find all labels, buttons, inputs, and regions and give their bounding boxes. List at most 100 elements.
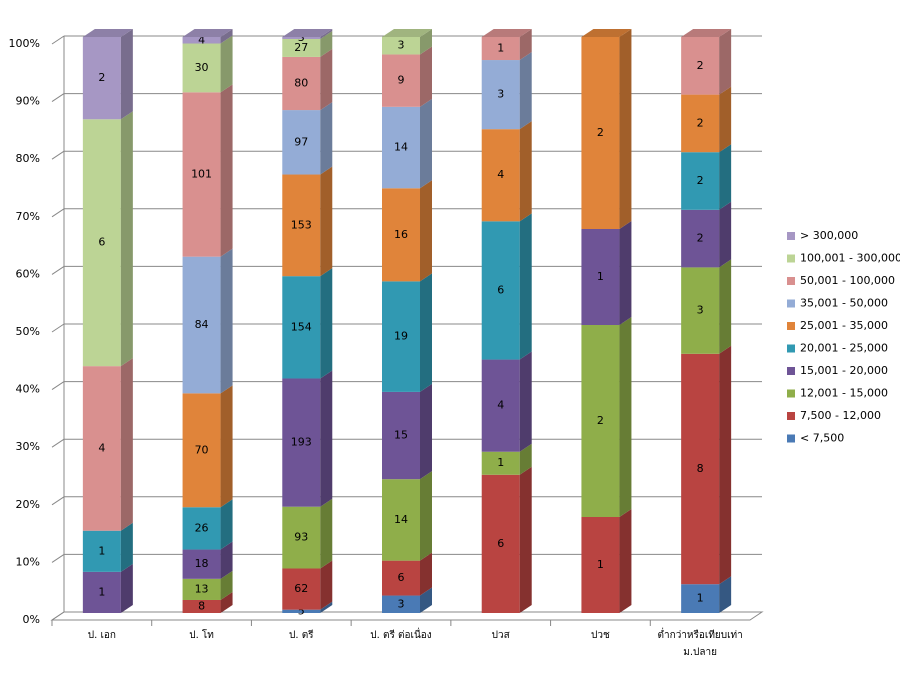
data-label: 193 xyxy=(291,436,312,449)
bar-segment xyxy=(82,530,121,572)
data-label: 2 xyxy=(597,414,604,427)
legend-label: > 300,000 xyxy=(800,229,858,242)
bar-side xyxy=(220,84,233,257)
bar-side xyxy=(320,166,333,277)
bar-side xyxy=(719,259,732,354)
data-label: 62 xyxy=(294,582,308,595)
bar-segment xyxy=(82,119,121,367)
bar-segment xyxy=(481,37,520,61)
y-tick-label: 50% xyxy=(16,325,40,338)
legend-swatch xyxy=(787,344,795,353)
bar-segment xyxy=(681,94,720,153)
bar-side xyxy=(420,46,432,107)
bar-segment xyxy=(282,609,321,613)
bar-segment xyxy=(382,281,420,392)
data-label: 9 xyxy=(398,74,405,87)
y-tick-label: 0% xyxy=(23,613,40,626)
bar-side xyxy=(719,201,732,268)
bar-segment xyxy=(182,37,221,44)
bar-side xyxy=(120,358,133,531)
bar-side xyxy=(420,273,432,392)
bar-side xyxy=(320,102,333,175)
data-label: 26 xyxy=(195,521,209,534)
bar-side xyxy=(220,591,233,613)
bar-side xyxy=(220,35,233,93)
bar-side xyxy=(619,29,632,229)
data-label: 2 xyxy=(697,59,704,72)
x-tick-label: ต่ำกว่าหรือเทียบเท่า ม.ปลาย xyxy=(657,630,743,658)
bar-segment xyxy=(182,599,221,613)
grid-tick xyxy=(51,323,65,333)
bar-side xyxy=(420,552,432,596)
bar-side xyxy=(320,498,333,569)
legend-label: 25,001 - 35,000 xyxy=(800,319,888,332)
bar-segment xyxy=(382,37,420,55)
bar-top xyxy=(581,29,632,37)
bar-segment xyxy=(481,474,520,613)
bar-segment xyxy=(282,110,321,175)
bar-side xyxy=(320,29,333,39)
legend-label: 20,001 - 25,000 xyxy=(800,342,888,355)
data-label: 16 xyxy=(394,228,408,241)
data-label: 13 xyxy=(195,582,209,595)
x-tick-label: ปวส xyxy=(491,630,510,641)
bar-top xyxy=(382,29,432,37)
bar-side xyxy=(120,111,133,367)
x-tick-label: ป. โท xyxy=(189,630,214,641)
legend-swatch xyxy=(787,367,795,375)
bar-segment xyxy=(282,276,321,379)
data-label: 14 xyxy=(394,141,408,154)
x-tick-label: ปวช xyxy=(591,630,610,641)
legend-label: 12,001 - 15,000 xyxy=(800,387,888,400)
grid-tick xyxy=(51,553,65,563)
grid-tick xyxy=(51,438,65,448)
y-tick-label: 60% xyxy=(16,267,40,280)
bar-side xyxy=(220,499,233,550)
data-label: 3 xyxy=(697,304,704,317)
bar-side xyxy=(420,383,432,480)
legend-swatch xyxy=(787,434,795,443)
bar-top xyxy=(681,29,732,37)
bar-segment xyxy=(382,188,420,282)
data-label: 2 xyxy=(697,116,704,129)
bar-segment xyxy=(382,560,420,596)
bar-side xyxy=(320,370,333,507)
y-tick-label: 90% xyxy=(16,95,40,108)
bar-segment xyxy=(282,38,321,57)
data-label: 4 xyxy=(497,168,504,181)
bar-segment xyxy=(681,152,720,210)
bar-side xyxy=(519,52,532,130)
grid-tick xyxy=(51,265,65,275)
bar-side xyxy=(519,213,532,360)
bar-segment xyxy=(581,325,620,517)
bar-side xyxy=(220,385,233,508)
data-label: 1 xyxy=(497,456,504,469)
bar-side xyxy=(619,221,632,325)
data-label: 19 xyxy=(394,330,408,343)
bar-side xyxy=(220,541,233,579)
grid-tick xyxy=(51,150,65,160)
bar-side xyxy=(619,317,632,517)
data-label: 4 xyxy=(98,441,105,454)
data-label: 27 xyxy=(294,41,308,54)
legend-label: < 7,500 xyxy=(800,432,844,445)
data-label: 8 xyxy=(198,599,205,612)
data-label: 2 xyxy=(697,174,704,187)
bar-side xyxy=(420,98,432,189)
bar-segment xyxy=(481,451,520,475)
bar-segment xyxy=(481,60,520,130)
bar-segment xyxy=(681,209,720,268)
bar-segment xyxy=(481,359,520,452)
bar-side xyxy=(420,587,432,613)
y-tick-label: 80% xyxy=(16,152,40,165)
grid-tick xyxy=(51,208,65,218)
bar-side xyxy=(719,576,732,613)
bar-segment xyxy=(282,506,321,569)
floor xyxy=(50,611,764,621)
data-label: 70 xyxy=(195,443,209,456)
bar-segment xyxy=(82,37,121,120)
data-label: 1 xyxy=(597,270,604,283)
data-label: 15 xyxy=(394,429,408,442)
legend-swatch xyxy=(787,322,795,330)
